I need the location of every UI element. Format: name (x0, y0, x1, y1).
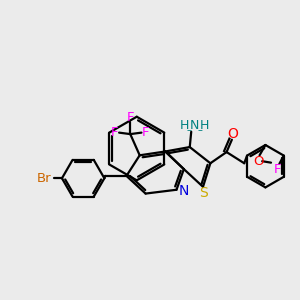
Text: N: N (190, 119, 200, 132)
Text: F: F (142, 126, 150, 139)
Text: N: N (179, 184, 189, 198)
Text: –: – (197, 125, 202, 135)
Text: S: S (199, 186, 208, 200)
Text: Br: Br (37, 172, 52, 185)
Text: F: F (127, 111, 134, 124)
Text: –: – (186, 125, 191, 135)
Text: H: H (180, 119, 189, 132)
Text: H: H (200, 119, 209, 132)
Text: O: O (227, 127, 238, 141)
Text: F: F (111, 126, 118, 139)
Text: F: F (274, 163, 282, 176)
Text: O: O (254, 155, 264, 168)
